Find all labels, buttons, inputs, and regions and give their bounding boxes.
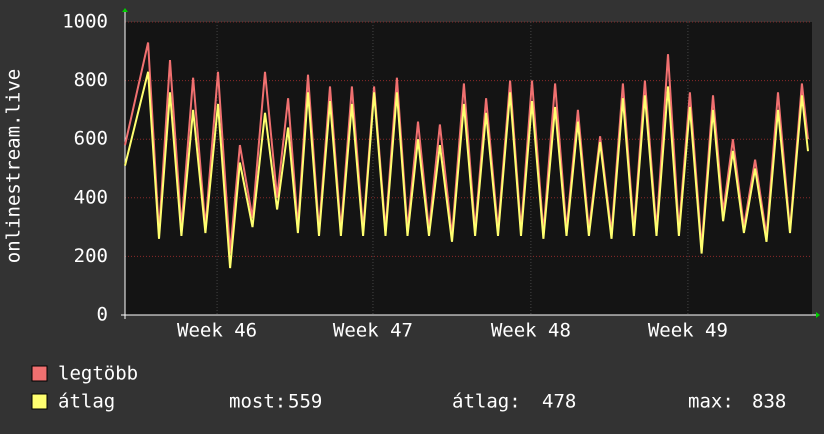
y-tick-label: 0 <box>97 304 108 326</box>
stat-value: 478 <box>542 391 576 413</box>
legend-swatch <box>31 365 48 382</box>
y-tick-label: 600 <box>74 128 108 150</box>
stat-label: átlag: <box>452 391 521 413</box>
stat-value: 838 <box>752 391 786 413</box>
legend-label: legtöbb <box>58 363 138 385</box>
series-line <box>124 71 809 269</box>
y-axis-label: onlinestream.live <box>3 69 25 263</box>
stat-label: most: <box>229 391 286 413</box>
x-tick-label: Week 47 <box>333 320 413 342</box>
x-tick-label: Week 48 <box>491 320 571 342</box>
legend-label: átlag <box>58 391 115 413</box>
y-tick-label: 200 <box>74 245 108 267</box>
stat-label: max: <box>688 391 734 413</box>
y-tick-label: 800 <box>74 69 108 91</box>
y-tick-label: 1000 <box>62 11 108 33</box>
axis-arrow <box>816 312 820 318</box>
axis-arrow <box>122 8 128 12</box>
stat-value: 559 <box>288 391 322 413</box>
legend-swatch <box>31 393 48 410</box>
x-tick-label: Week 46 <box>177 320 257 342</box>
y-tick-label: 400 <box>74 186 108 208</box>
x-tick-label: Week 49 <box>648 320 728 342</box>
